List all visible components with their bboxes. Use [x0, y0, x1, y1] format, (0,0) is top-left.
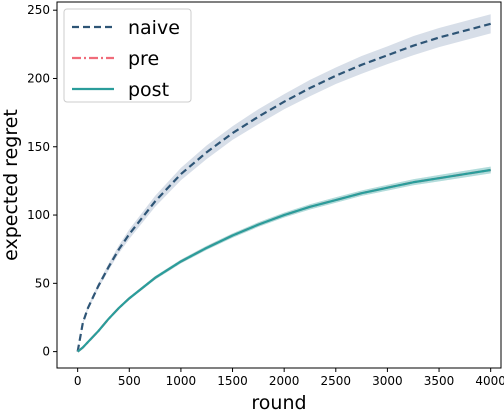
y-tick-label: 150	[27, 140, 50, 154]
y-axis-title: expected regret	[0, 109, 22, 261]
legend: naive pre post	[63, 8, 192, 103]
series-lines	[76, 22, 491, 353]
plot-area	[56, 1, 502, 369]
legend-label-pre: pre	[128, 48, 159, 70]
x-tick-label: 0	[74, 374, 82, 388]
y-tick-label: 250	[27, 3, 50, 17]
x-tick-label: 3000	[372, 374, 403, 388]
y-tick-label: 0	[42, 345, 50, 359]
band-post	[77, 166, 491, 352]
y-axis-ticks: 0 50 100 150 200 250	[27, 3, 57, 359]
legend-label-post: post	[128, 79, 169, 101]
y-tick-label: 50	[35, 276, 50, 290]
line-naive	[76, 22, 491, 352]
x-tick-label: 2500	[321, 374, 352, 388]
x-tick-label: 1500	[217, 374, 248, 388]
line-pre	[76, 168, 491, 353]
y-tick-label: 200	[27, 71, 50, 85]
band-pre	[77, 166, 491, 352]
x-axis-title: round	[251, 392, 306, 412]
legend-box	[63, 8, 192, 103]
plot-frame	[56, 1, 502, 369]
y-tick-label: 100	[27, 208, 50, 222]
x-tick-label: 4000	[475, 374, 504, 388]
x-tick-label: 1000	[166, 374, 197, 388]
x-tick-label: 2000	[269, 374, 300, 388]
x-tick-label: 3500	[424, 374, 455, 388]
legend-label-naive: naive	[128, 17, 180, 39]
x-tick-label: 500	[118, 374, 141, 388]
x-axis-ticks: 0 500 1000 1500 2000 2500 3000 3500 4000	[74, 368, 504, 388]
line-post	[76, 168, 491, 353]
